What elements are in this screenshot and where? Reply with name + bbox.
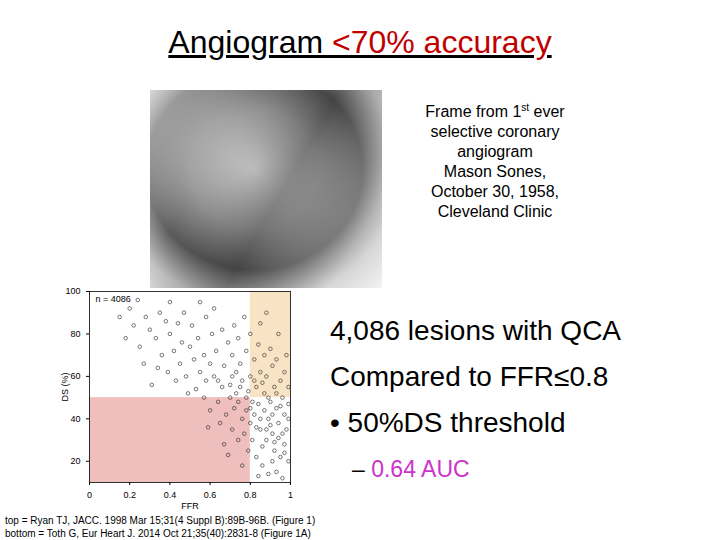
- svg-text:100: 100: [65, 286, 80, 296]
- html-text:October 30, 1958,: October 30, 1958,: [431, 183, 559, 200]
- html-text:bottom = Toth G, Eur Heart J.: bottom = Toth G, Eur Heart J. 2014 Oct 2…: [5, 528, 311, 539]
- svg-text:40: 40: [70, 414, 80, 424]
- html-text:Frame from 1stever: Frame from 1stever: [425, 101, 565, 120]
- svg-text:DS (%): DS (%): [60, 372, 70, 401]
- svg-text:0.8: 0.8: [244, 490, 257, 500]
- svg-text:1: 1: [288, 490, 293, 500]
- html-text:Cleveland Clinic: Cleveland Clinic: [437, 203, 553, 220]
- svg-text:20: 20: [70, 456, 80, 466]
- html-text:4,086 lesions with QCA: 4,086 lesions with QCA: [330, 315, 621, 346]
- svg-text:0.6: 0.6: [204, 490, 217, 500]
- html-text:Compared to FFR≤0.8: Compared to FFR≤0.8: [330, 361, 609, 392]
- html-text:selective coronary: selective coronary: [430, 123, 560, 140]
- svg-text:80: 80: [70, 329, 80, 339]
- svg-text:0.4: 0.4: [164, 490, 177, 500]
- html-text:angiogram: angiogram: [457, 143, 533, 160]
- html-text:top = Ryan TJ, JACC. 1998 Mar: top = Ryan TJ, JACC. 1998 Mar 15;31(4 Su…: [5, 515, 316, 526]
- html-text:Mason Sones,: Mason Sones,: [443, 163, 547, 180]
- html-text:• 50%DS threshold: • 50%DS threshold: [330, 407, 566, 438]
- html-text:Angiogram <70% accuracy: Angiogram <70% accuracy: [168, 24, 552, 60]
- svg-text:n = 4086: n = 4086: [96, 294, 131, 304]
- svg-text:60: 60: [70, 371, 80, 381]
- svg-text:0: 0: [87, 490, 92, 500]
- svg-text:0.2: 0.2: [123, 490, 136, 500]
- svg-text:FFR: FFR: [181, 501, 199, 511]
- html-text:– 0.64 AUC: – 0.64 AUC: [352, 456, 470, 482]
